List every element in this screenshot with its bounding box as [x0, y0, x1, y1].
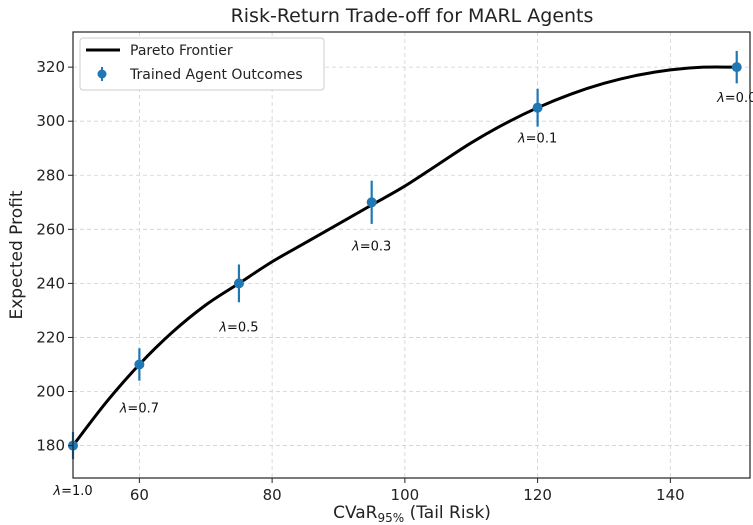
lambda-annotation: λ=0.3	[351, 239, 391, 254]
lambda-annotation: λ=0.0	[716, 91, 753, 106]
legend-label-points: Trained Agent Outcomes	[129, 67, 303, 83]
y-tick-label: 220	[36, 328, 65, 346]
legend-label-frontier: Pareto Frontier	[130, 43, 233, 59]
legend-point-swatch	[97, 69, 107, 79]
plot-frame	[72, 31, 751, 479]
lambda-annotation: λ=1.0	[52, 484, 92, 499]
lambda-value: =1.0	[61, 484, 93, 499]
lambda-symbol: λ	[716, 91, 725, 106]
lambda-value: =0.5	[227, 320, 259, 335]
lambda-value: =0.7	[127, 401, 159, 416]
y-tick-label: 260	[36, 220, 65, 238]
data-point	[233, 278, 244, 289]
y-tick-label: 240	[36, 274, 65, 292]
legend-box	[79, 37, 325, 91]
x-tick-label: 120	[523, 486, 552, 504]
y-axis-label: Expected Profit	[7, 190, 27, 319]
data-point	[731, 62, 742, 73]
lambda-symbol: λ	[52, 484, 61, 499]
lambda-annotation: λ=0.5	[218, 320, 258, 335]
lambda-annotation: λ=0.1	[517, 132, 557, 147]
lambda-value: =0.3	[360, 239, 392, 254]
lambda-value: =0.1	[526, 132, 558, 147]
y-tick-label: 300	[36, 112, 65, 130]
x-tick-label: 80	[263, 486, 282, 504]
legend: Pareto Frontier Trained Agent Outcomes	[79, 37, 325, 91]
lambda-symbol: λ	[517, 132, 526, 147]
lambda-symbol: λ	[218, 320, 227, 335]
lambda-annotation: λ=0.7	[119, 401, 159, 416]
x-tick-label: 100	[391, 486, 420, 504]
data-point	[532, 102, 543, 113]
lambda-symbol: λ	[351, 239, 360, 254]
y-tick-label: 320	[36, 58, 65, 76]
x-axis-label-suffix: (Tail Risk)	[404, 503, 491, 523]
lambda-value: =0.0	[725, 91, 753, 106]
data-point	[134, 359, 145, 370]
x-axis-label-main: CVaR	[333, 503, 378, 523]
lambda-annotations: λ=1.0λ=0.7λ=0.5λ=0.3λ=0.1λ=0.0	[52, 91, 753, 499]
agent-outcome-points	[68, 50, 742, 460]
y-axis-ticks: 180 200 220 240 260 280 300 320	[36, 58, 73, 455]
chart-title: Risk-Return Trade-off for MARL Agents	[231, 5, 594, 27]
x-axis-label-sub: 95%	[378, 511, 405, 525]
pareto-frontier-line	[71, 65, 737, 447]
lambda-symbol: λ	[119, 401, 128, 416]
y-tick-label: 180	[36, 437, 65, 455]
y-tick-label: 280	[36, 166, 65, 184]
x-tick-label: 60	[130, 486, 149, 504]
x-axis-label: CVaR95% (Tail Risk)	[333, 503, 491, 525]
data-point	[366, 197, 377, 208]
x-tick-label: 140	[656, 486, 685, 504]
x-axis-ticks: 60 80 100 120 140	[130, 478, 685, 504]
y-tick-label: 200	[36, 383, 65, 401]
grid	[73, 32, 750, 478]
